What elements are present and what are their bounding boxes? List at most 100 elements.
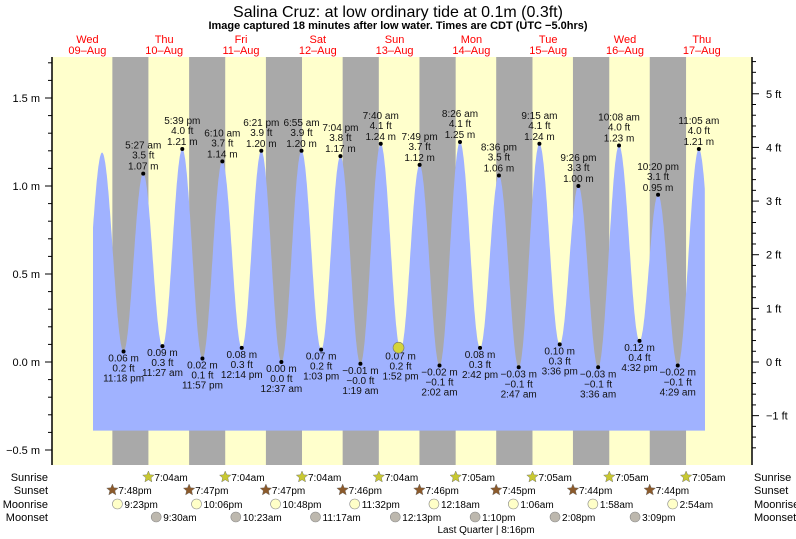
high-tide-label-time: 6:55 am xyxy=(283,118,319,129)
high-tide-point xyxy=(696,147,701,152)
low-tide-m: −0.02 m xyxy=(421,368,457,379)
day-label-dow: Thu xyxy=(692,34,711,46)
low-tide-point xyxy=(121,349,126,354)
high-tide-point xyxy=(338,154,343,159)
high-tide-m: 1.14 m xyxy=(207,149,238,160)
moonrise-moon-icon xyxy=(112,498,123,510)
low-tide-point xyxy=(437,363,442,368)
moonrise-time: 1:58am xyxy=(600,500,633,511)
high-tide-label-time: 10:08 am xyxy=(598,113,640,124)
sunset-time: 7:44pm xyxy=(656,486,689,497)
high-tide-ft: 4.0 ft xyxy=(171,126,193,137)
low-tide-point xyxy=(557,342,562,347)
low-tide-m: 0.08 m xyxy=(226,350,257,361)
moonset-time: 11:17am xyxy=(323,513,361,524)
low-tide-m: 0.07 m xyxy=(385,352,416,363)
moonset-time: 12:13pm xyxy=(402,513,441,524)
chart-title: Salina Cruz: at low ordinary tide at 0.1… xyxy=(233,4,563,21)
day-label-date: 17–Aug xyxy=(683,45,721,57)
low-tide-ft: 0.4 ft xyxy=(628,353,650,364)
sunset-star-icon xyxy=(106,483,119,496)
high-tide-ft: 3.1 ft xyxy=(647,172,669,183)
high-tide-point xyxy=(141,171,146,176)
low-tide-point xyxy=(160,344,165,349)
high-tide-m: 1.23 m xyxy=(604,134,635,145)
right-tick-label: 1 ft xyxy=(766,303,781,315)
low-tide-ft: 0.2 ft xyxy=(112,363,134,374)
low-tide-point xyxy=(637,338,642,343)
high-tide-point xyxy=(378,141,383,146)
day-label-dow: Wed xyxy=(76,34,98,46)
moonset-time: 2:08pm xyxy=(562,513,595,524)
sunset-time: 7:44pm xyxy=(579,486,612,497)
low-tide-label-time: 4:29 am xyxy=(660,388,696,399)
right-tick-label: 4 ft xyxy=(766,142,781,154)
moonrise-time: 10:06pm xyxy=(204,500,243,511)
sunrise-time: 7:04am xyxy=(154,473,187,484)
high-tide-point xyxy=(496,173,501,178)
low-tide-m: 0.12 m xyxy=(624,343,655,354)
day-label-dow: Tue xyxy=(539,34,558,46)
low-tide-label-time: 2:42 pm xyxy=(462,370,498,381)
high-tide-m: 1.07 m xyxy=(128,162,159,173)
sunset-row-label: Sunset xyxy=(14,485,48,497)
low-tide-ft: −0.0 ft xyxy=(346,376,374,387)
low-tide-label-time: 2:47 am xyxy=(501,389,537,400)
left-tick-label: 1.5 m xyxy=(12,93,40,105)
low-tide-label-time: 3:36 pm xyxy=(542,366,578,377)
low-tide-m: −0.03 m xyxy=(500,369,536,380)
sunrise-time: 7:04am xyxy=(231,473,264,484)
sunset-star-icon xyxy=(336,483,349,496)
moonrise-row-label-right: Moonrise xyxy=(754,499,796,511)
sunrise-time: 7:05am xyxy=(538,473,571,484)
moonrise-moon-icon xyxy=(191,498,202,510)
low-tide-point xyxy=(596,365,601,370)
sunset-star-icon xyxy=(259,483,273,496)
high-tide-point xyxy=(417,162,422,167)
low-tide-m: 0.10 m xyxy=(544,346,575,357)
low-tide-label-time: 1:52 pm xyxy=(383,372,419,383)
sunset-star-icon xyxy=(490,483,503,496)
sunset-time: 7:48pm xyxy=(118,486,151,497)
high-tide-label-time: 5:39 pm xyxy=(164,116,200,127)
low-tide-ft: −0.1 ft xyxy=(425,378,453,389)
high-tide-ft: 4.1 ft xyxy=(449,119,471,130)
low-tide-point xyxy=(675,363,680,368)
low-tide-ft: −0.1 ft xyxy=(584,379,612,390)
moonset-moon-icon xyxy=(230,511,242,523)
high-tide-ft: 3.7 ft xyxy=(211,138,233,149)
low-tide-label-time: 2:02 am xyxy=(421,388,457,399)
high-tide-ft: 3.5 ft xyxy=(132,151,154,162)
left-tick-label: 0.0 m xyxy=(12,357,40,369)
day-label-dow: Sat xyxy=(310,34,327,46)
right-tick-label: 2 ft xyxy=(766,250,781,262)
low-tide-ft: 0.3 ft xyxy=(231,360,253,371)
high-tide-ft: 4.0 ft xyxy=(688,126,710,137)
sunrise-star-icon xyxy=(295,470,309,483)
low-tide-label-time: 1:19 am xyxy=(342,386,378,397)
high-tide-point xyxy=(299,148,304,153)
high-tide-ft: 4.0 ft xyxy=(608,123,630,134)
high-tide-point xyxy=(457,140,462,144)
low-tide-m: 0.09 m xyxy=(147,348,178,359)
high-tide-m: 1.25 m xyxy=(445,130,476,141)
low-tide-m: −0.02 m xyxy=(660,368,696,379)
low-tide-point xyxy=(239,345,244,350)
low-tide-label-time: 1:03 pm xyxy=(303,372,339,383)
day-label-dow: Fri xyxy=(235,34,248,46)
moonset-row-label: Moonset xyxy=(6,512,48,524)
sunrise-star-icon xyxy=(449,470,462,483)
low-tide-label-time: 3:36 am xyxy=(580,389,616,400)
sunset-star-icon xyxy=(182,483,196,496)
low-tide-ft: 0.1 ft xyxy=(191,370,213,381)
high-tide-ft: 3.9 ft xyxy=(250,128,272,139)
moonset-time: 3:09pm xyxy=(642,513,675,524)
high-tide-label-time: 7:40 am xyxy=(363,111,399,122)
sunrise-star-icon xyxy=(603,470,616,483)
moonset-moon-icon xyxy=(389,511,401,523)
sunset-row-label-right: Sunset xyxy=(754,485,788,497)
high-tide-m: 1.00 m xyxy=(563,174,594,185)
low-tide-m: −0.01 m xyxy=(342,366,378,377)
moonrise-moon-icon xyxy=(587,498,599,510)
